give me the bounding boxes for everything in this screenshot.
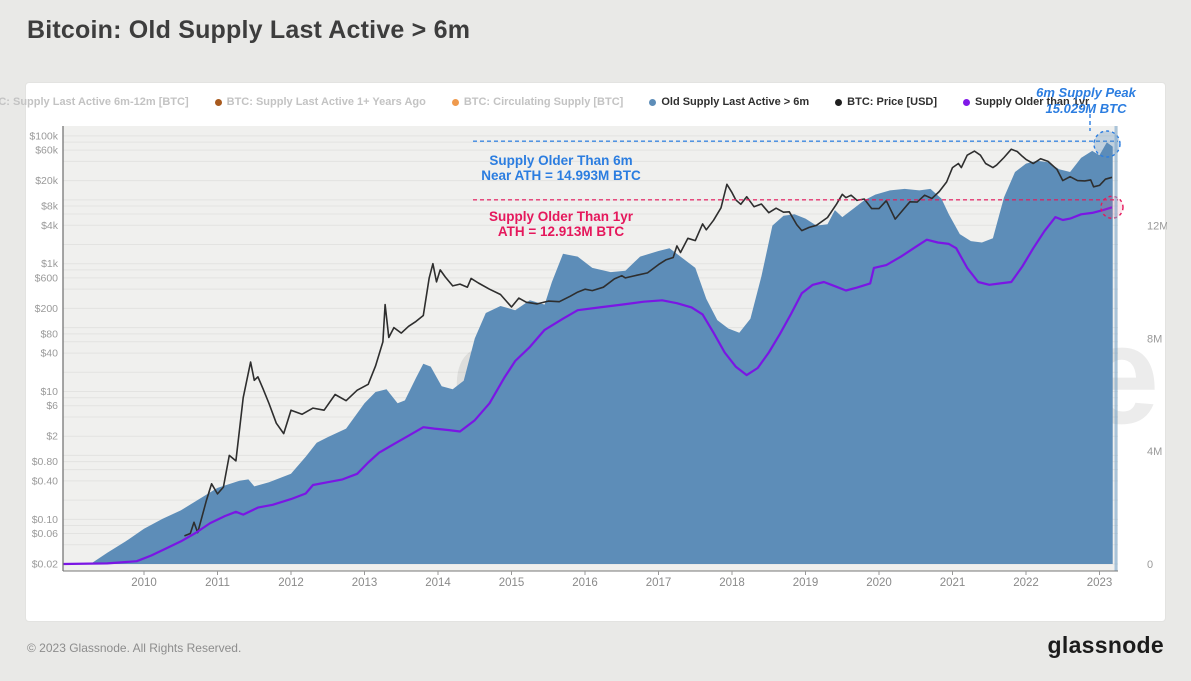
x-tick-label: 2015 [499, 577, 525, 589]
legend-dot-icon [835, 98, 843, 106]
y-left-tick-label: $1k [41, 258, 59, 270]
legend-dot-icon [451, 98, 459, 106]
legend-item-4[interactable]: BTC: Price [USD] [835, 96, 937, 108]
y-left-tick-label: $80 [40, 328, 58, 340]
legend-item-label: Supply Older than 1yr [975, 96, 1090, 108]
peak-highlight-circle [1093, 130, 1121, 158]
legend-dot-icon [963, 98, 971, 106]
chart-card: BTC: Supply Last Active 6m-12m [BTC] BTC:… [0, 82, 1167, 623]
legend-dot-icon [214, 98, 222, 106]
legend-item-label: BTC: Circulating Supply [BTC] [463, 96, 624, 108]
legend-item-label: BTC: Supply Last Active 1+ Years Ago [226, 96, 426, 108]
y-left-tick-label: $100k [29, 130, 58, 142]
x-tick-label: 2019 [793, 577, 819, 589]
y-right-tick-label: 8M [1147, 333, 1162, 345]
y-left-tick-label: $0.02 [32, 559, 58, 571]
legend-item-2[interactable]: BTC: Circulating Supply [BTC] [451, 96, 624, 108]
y-left-tick-label: $60k [35, 145, 59, 157]
y-left-tick-label: $0.80 [32, 456, 58, 468]
y-left-tick-label: $40 [40, 348, 58, 360]
x-tick-label: 2020 [866, 577, 892, 589]
ath-1yr-highlight-circle [1100, 195, 1124, 219]
y-right-tick-label: 12M [1147, 221, 1167, 233]
x-tick-label: 2011 [205, 577, 230, 589]
glassnode-logo[interactable]: glassnode [1047, 632, 1164, 658]
y-left-tick-label: $0.06 [32, 528, 58, 540]
y-axis-right-labels: 0 4M 8M 12M [1147, 221, 1167, 571]
legend-item-5[interactable]: Supply Older than 1yr [963, 96, 1089, 108]
legend-item-3[interactable]: Old Supply Last Active > 6m [649, 96, 809, 108]
x-tick-label: 2018 [719, 577, 745, 589]
series-old-supply-6m-area[interactable] [63, 142, 1113, 564]
y-left-tick-label: $8k [41, 201, 59, 213]
x-tick-label: 2014 [425, 577, 451, 589]
chart-plot[interactable]: glassnode$100k$60k$20k$8k$4k$1k$600$200$… [26, 83, 1167, 623]
y-left-tick-label: $2 [46, 431, 58, 443]
y-left-tick-label: $10 [40, 386, 58, 398]
x-tick-label: 2017 [646, 577, 672, 589]
y-left-tick-label: $0.10 [32, 514, 58, 526]
x-tick-label: 2022 [1013, 577, 1039, 589]
legend-item-label: Old Supply Last Active > 6m [661, 96, 810, 108]
x-tick-label: 2012 [278, 577, 304, 589]
legend-item-0[interactable]: BTC: Supply Last Active 6m-12m [BTC] [0, 96, 189, 108]
y-axis-left-labels: $100k $60k $20k $8k $4k $1k $600 $200 $80 $40 $10 $… [29, 130, 58, 570]
y-left-tick-label: $6 [46, 400, 58, 412]
x-tick-label: 2016 [572, 577, 598, 589]
legend-item-label: BTC: Price [USD] [847, 96, 938, 108]
legend-item-label: BTC: Supply Last Active 6m-12m [BTC] [0, 96, 189, 108]
chart-legend: BTC: Supply Last Active 6m-12m [BTC] BTC:… [0, 93, 1089, 111]
series-supply-1yr-line[interactable] [63, 206, 1113, 566]
footer-copyright: © 2023 Glassnode. All Rights Reserved. [27, 641, 242, 655]
y-left-tick-label: $0.40 [32, 475, 58, 487]
y-left-tick-label: $20k [35, 175, 59, 187]
x-tick-label: 2021 [940, 577, 966, 589]
legend-item-1[interactable]: BTC: Supply Last Active 1+ Years Ago [214, 96, 426, 108]
x-tick-label: 2013 [352, 577, 378, 589]
x-tick-label: 2023 [1087, 577, 1113, 589]
y-right-tick-label: 0 [1147, 559, 1153, 571]
y-left-tick-label: $200 [35, 303, 59, 315]
page-title: Bitcoin: Old Supply Last Active > 6m [27, 16, 471, 44]
y-left-tick-label: $4k [41, 220, 59, 232]
legend-dot-icon [649, 98, 657, 106]
y-right-tick-label: 4M [1147, 446, 1162, 458]
y-left-tick-label: $600 [35, 272, 59, 284]
x-axis-labels: 2010 2011 2012 2013 2014 2015 2016 2017 2018 2019… [131, 571, 1112, 589]
series-btc-price-line[interactable] [184, 148, 1113, 537]
x-tick-label: 2010 [131, 577, 157, 589]
